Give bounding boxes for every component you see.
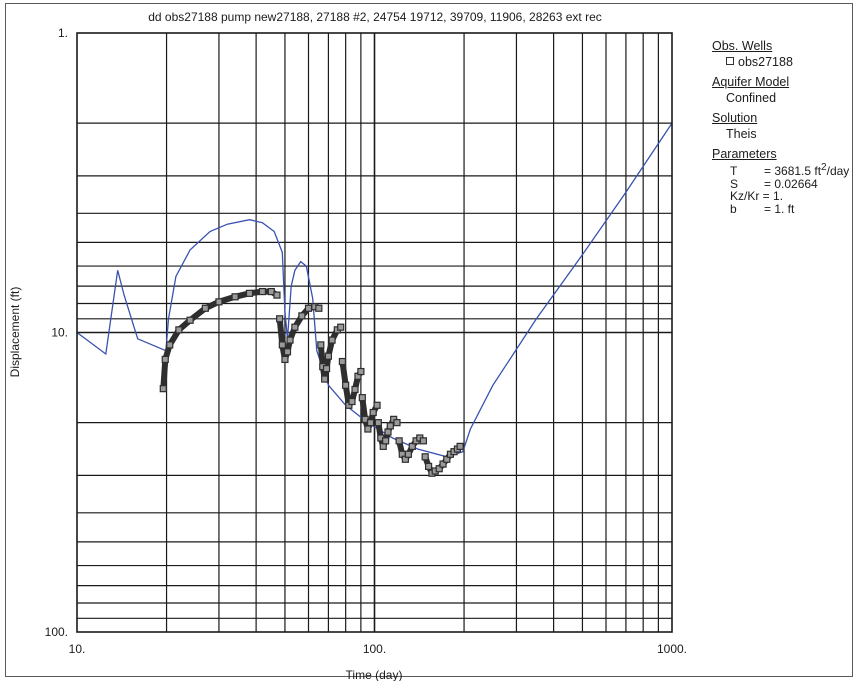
observation-point: [337, 323, 345, 331]
theis-model-line: [76, 122, 673, 458]
observation-point: [201, 304, 209, 312]
observation-point: [384, 428, 392, 436]
obs-wells-heading: Obs. Wells: [712, 39, 773, 53]
y-tick-label: 10.: [51, 326, 68, 340]
observation-point: [291, 323, 299, 331]
observation-point: [324, 352, 333, 360]
observation-point: [286, 336, 294, 344]
observation-point: [374, 419, 382, 427]
param-b: b = 1. ft: [730, 201, 795, 215]
tick-labels: 10. 100. 1000.1.10.100.: [45, 26, 687, 656]
legend-entry-obs27188: obs27188: [712, 54, 858, 70]
observation-point: [395, 437, 403, 445]
observation-point: [278, 341, 286, 349]
observation-point: [328, 336, 336, 344]
observation-point: [298, 312, 306, 320]
observation-point: [366, 419, 375, 427]
observation-point: [245, 289, 254, 297]
well-name: obs27188: [738, 55, 793, 69]
observation-point: [281, 355, 289, 364]
param-Kz-Kr: Kz/Kr = 1.: [730, 189, 784, 203]
observation-point: [456, 442, 464, 450]
legend-panel: Obs. Wells obs27188 Aquifer Model Confin…: [712, 34, 858, 215]
observation-point: [421, 453, 429, 461]
observation-point: [419, 437, 427, 445]
observation-point: [369, 408, 377, 417]
observation-point: [231, 293, 239, 301]
solution-heading: Solution: [712, 111, 758, 125]
chart-title: dd obs27188 pump new27188, 27188 #2, 247…: [148, 10, 602, 24]
observation-point: [435, 465, 443, 473]
x-tick-label: 10.: [69, 642, 86, 656]
observation-point: [175, 326, 183, 334]
observation-point: [342, 381, 350, 389]
observation-point: [161, 355, 169, 364]
observation-point: [215, 298, 223, 306]
observation-point: [386, 422, 394, 430]
grid: [77, 33, 672, 632]
observation-point: [364, 425, 372, 433]
chart-frame: [5, 3, 853, 677]
observation-point: [443, 455, 451, 463]
x-tick-label: 100.: [363, 642, 386, 656]
observation-point: [351, 385, 359, 394]
observation-point: [382, 437, 390, 445]
square-marker-icon: [726, 57, 734, 65]
observation-point: [348, 397, 356, 406]
observation-point: [424, 462, 433, 471]
observation-point: [315, 304, 323, 312]
observation-point: [393, 419, 401, 427]
observation-point: [258, 287, 267, 296]
observation-point: [357, 367, 365, 376]
observation-point: [373, 401, 381, 409]
plot-border: [76, 32, 673, 633]
parameters-heading: Parameters: [712, 147, 777, 161]
observation-point: [304, 304, 313, 312]
y-tick-label: 1.: [58, 26, 68, 40]
observation-point: [439, 460, 447, 468]
aquifer-model-heading: Aquifer Model: [712, 75, 790, 89]
observation-point: [322, 365, 331, 373]
y-axis-label: Displacement (ft): [8, 287, 22, 378]
observation-point: [276, 315, 284, 323]
x-axis-label: Time (day): [346, 668, 403, 681]
aquifer-model-value: Confined: [726, 91, 777, 105]
observation-point: [283, 348, 292, 356]
observation-point: [358, 394, 366, 402]
observation-point: [166, 341, 174, 349]
observation-point: [317, 341, 325, 349]
param-T: T = 3681.5 ft2/day: [730, 162, 850, 178]
observation-series: [159, 287, 464, 477]
observation-point: [338, 357, 346, 366]
observation-point: [186, 316, 194, 324]
solution-value: Theis: [726, 127, 757, 141]
y-tick-label: 100.: [45, 625, 68, 639]
observation-point: [273, 291, 281, 299]
observation-point: [408, 442, 416, 450]
model-curve: [76, 122, 673, 458]
observation-point: [159, 385, 167, 393]
observation-point: [321, 375, 329, 383]
observation-band: [160, 288, 280, 392]
param-S: S = 0.02664: [730, 176, 818, 191]
observation-point: [404, 450, 412, 458]
x-tick-label: 1000.: [657, 642, 687, 656]
